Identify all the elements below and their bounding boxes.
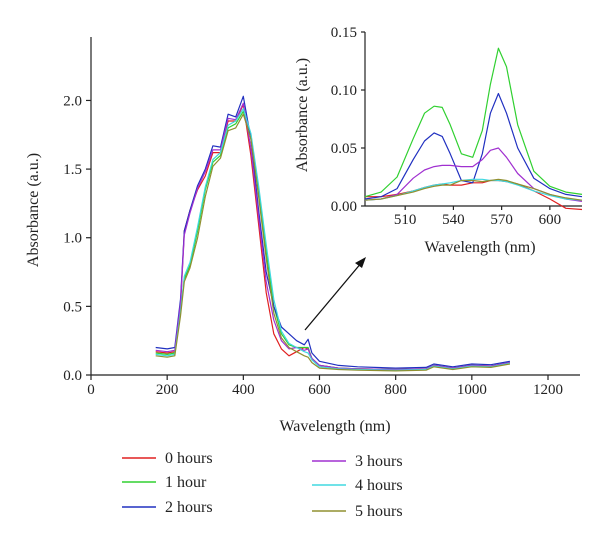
x-tick-label: 800 xyxy=(384,382,407,398)
main-y-ticks: 0.0 0.5 1.0 1.5 2.0 xyxy=(63,93,91,384)
y-tick-label: 2.0 xyxy=(63,93,82,109)
inset-series-group xyxy=(364,47,583,211)
legend-label: 1 hour xyxy=(165,474,207,491)
y-tick-label: 0.05 xyxy=(331,141,357,157)
series-line-2-hours xyxy=(364,92,583,200)
zoom-arrow xyxy=(304,257,366,331)
x-tick-label: 1000 xyxy=(457,382,487,398)
x-tick-label: 600 xyxy=(539,212,562,228)
y-tick-label: 0.5 xyxy=(63,299,82,315)
x-tick-label: 200 xyxy=(156,382,179,398)
inset-x-axis-label: Wavelength (nm) xyxy=(424,239,535,256)
series-line-1-hour xyxy=(364,47,583,198)
legend-label: 2 hours xyxy=(165,499,213,516)
main-series-group xyxy=(155,95,511,372)
y-tick-label: 1.5 xyxy=(63,162,82,178)
x-tick-label: 0 xyxy=(87,382,95,398)
legend-label: 5 hours xyxy=(355,503,403,520)
legend-label: 4 hours xyxy=(355,477,403,494)
series-line-5-hours xyxy=(155,113,511,372)
main-x-ticks: 0 200 400 600 800 1000 1200 xyxy=(87,375,563,398)
y-tick-label: 0.00 xyxy=(331,199,357,215)
series-line-4-hours xyxy=(155,108,511,371)
y-tick-label: 0.10 xyxy=(331,83,357,99)
inset-x-ticks: 510 540 570 600 xyxy=(394,206,561,228)
legend-label: 3 hours xyxy=(355,453,403,470)
y-tick-label: 0.15 xyxy=(331,25,357,41)
main-y-axis-label: Absorbance (a.u.) xyxy=(25,153,42,267)
y-tick-label: 1.0 xyxy=(63,231,82,247)
inset-y-axis-label: Absorbance (a.u.) xyxy=(294,58,311,172)
series-line-2-hours xyxy=(155,95,511,369)
x-tick-label: 1200 xyxy=(533,382,563,398)
x-tick-label: 510 xyxy=(394,212,417,228)
x-tick-label: 540 xyxy=(442,212,465,228)
x-tick-label: 570 xyxy=(490,212,513,228)
inset-y-ticks: 0.00 0.05 0.10 0.15 xyxy=(331,25,365,215)
series-line-3-hours xyxy=(155,102,511,371)
legend-label: 0 hours xyxy=(165,450,213,467)
series-line-4-hours xyxy=(364,178,583,201)
x-tick-label: 400 xyxy=(232,382,255,398)
main-x-axis-label: Wavelength (nm) xyxy=(279,418,390,435)
y-tick-label: 0.0 xyxy=(63,368,82,384)
series-line-5-hours xyxy=(364,178,583,201)
main-plot: 0 200 400 600 800 1000 1200 0.0 0.5 1.0 1.5 2.0 Wa… xyxy=(25,37,580,435)
x-tick-label: 600 xyxy=(308,382,331,398)
legend: 0 hours 1 hour 2 hours 3 hours 4 hours 5 hour… xyxy=(122,450,403,520)
inset-plot: 510 540 570 600 0.00 0.05 0.10 0.15 Wavelength… xyxy=(294,25,583,256)
